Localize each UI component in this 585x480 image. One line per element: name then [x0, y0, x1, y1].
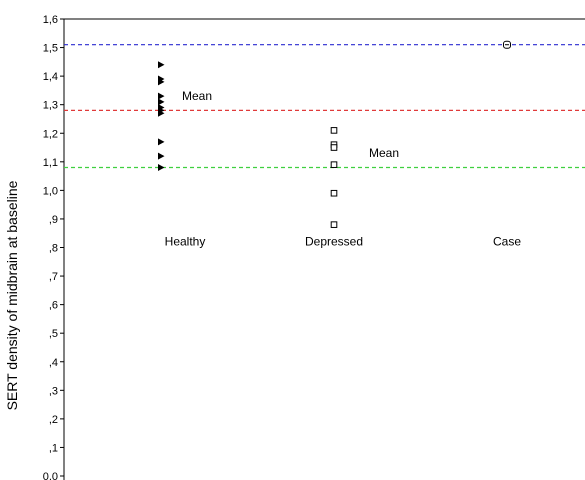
y-tick-label: ,7: [49, 271, 58, 283]
y-tick-label: ,9: [49, 214, 58, 226]
depressed-point: [330, 127, 338, 134]
depressed-point: [330, 144, 338, 151]
healthy-point: [158, 138, 165, 146]
y-tick-label: 1,2: [43, 128, 58, 140]
healthy-point: [158, 109, 165, 117]
y-tick-label: 1,0: [43, 185, 58, 197]
healthy-point: [158, 61, 165, 69]
y-tick-label: ,1: [49, 442, 58, 454]
y-axis-label: SERT density of midbrain at baseline: [4, 180, 20, 410]
y-tick-label: ,6: [49, 300, 58, 312]
mean-annotation: Mean: [182, 89, 212, 103]
y-tick-label: 1,1: [43, 157, 58, 169]
y-axis: 1,6 1,5 1,4 1,3 1,2 1,1 1,0 ,9 ,8 ,7 ,6 ,5 ,4 ,3 ,2 ,1 0…: [43, 14, 585, 480]
category-label: Depressed: [305, 235, 363, 249]
y-tick-label: 1,4: [43, 71, 58, 83]
healthy-point: [158, 98, 165, 106]
data-points: [158, 40, 511, 228]
y-tick-label: ,8: [49, 243, 58, 255]
case-point: [503, 40, 511, 49]
annotations: Mean Mean: [182, 89, 399, 160]
healthy-point: [158, 164, 165, 172]
depressed-point: [330, 161, 338, 168]
y-tick-label: ,5: [49, 328, 58, 340]
reference-lines: [64, 44, 585, 169]
y-tick-label: 0,0: [43, 471, 58, 480]
y-tick-label: ,4: [49, 357, 58, 369]
healthy-point: [158, 78, 165, 86]
depressed-point: [330, 189, 338, 197]
category-label: Healthy: [165, 235, 206, 249]
healthy-point: [158, 152, 165, 160]
y-tick-label: 1,5: [43, 43, 58, 55]
y-tick-label: 1,6: [43, 14, 58, 26]
healthy-point: [158, 92, 165, 100]
depressed-point: [330, 221, 338, 228]
y-tick-label: ,3: [49, 385, 58, 397]
category-labels: Healthy Depressed Case: [165, 235, 522, 249]
mean-annotation: Mean: [369, 146, 399, 160]
y-tick-label: ,2: [49, 414, 58, 426]
y-tick-label: 1,3: [43, 100, 58, 112]
category-label: Case: [493, 235, 521, 249]
